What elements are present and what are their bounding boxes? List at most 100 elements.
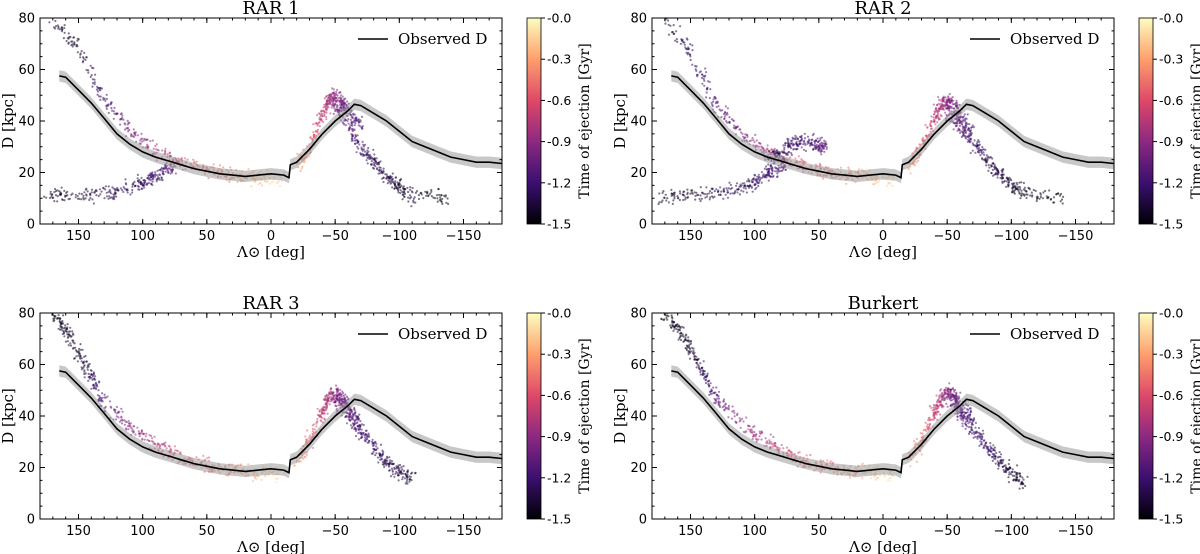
particle (114, 192, 117, 195)
particle (926, 423, 929, 426)
particle (353, 124, 356, 127)
particle (429, 192, 432, 195)
particle (112, 110, 115, 113)
particle (335, 384, 338, 387)
particle (410, 190, 413, 193)
particle (110, 406, 113, 409)
particle (129, 422, 132, 425)
particle (349, 424, 353, 427)
particle (759, 177, 762, 180)
particle (218, 164, 222, 167)
particle (367, 146, 370, 150)
particle (766, 148, 769, 151)
particle (861, 477, 864, 480)
particle (994, 167, 997, 170)
particle (318, 117, 321, 121)
particle (669, 324, 672, 327)
particle (140, 137, 143, 140)
particle (705, 71, 708, 74)
particle (736, 191, 739, 194)
particle (739, 128, 742, 131)
particle (82, 56, 85, 59)
particle (755, 139, 758, 142)
particle (358, 143, 361, 146)
particle (375, 442, 378, 445)
particle (717, 105, 720, 108)
particle (309, 136, 312, 139)
particle (385, 177, 388, 180)
particle (103, 197, 106, 200)
particle (362, 145, 365, 148)
particle (101, 400, 104, 403)
particle (69, 342, 72, 345)
particle (372, 447, 375, 450)
particle (341, 390, 344, 393)
particle (62, 314, 65, 317)
particle (206, 457, 209, 460)
particle (946, 104, 949, 107)
particle (322, 405, 325, 408)
particle (332, 112, 335, 115)
particle (105, 107, 108, 110)
particle (95, 383, 98, 386)
particle (922, 136, 925, 139)
particle (318, 125, 321, 128)
particle (336, 398, 339, 401)
particle (170, 171, 174, 174)
particle (402, 469, 405, 472)
particle (366, 151, 369, 154)
particle (949, 101, 952, 105)
y-tick-label: 40 (18, 115, 35, 130)
particle (75, 349, 78, 352)
particle (351, 127, 354, 130)
particle (326, 412, 329, 415)
particle (771, 443, 774, 446)
particle (944, 96, 947, 99)
particle (388, 180, 391, 183)
particle (663, 318, 666, 321)
particle (81, 348, 84, 351)
particle (113, 106, 116, 109)
particle (727, 187, 730, 190)
particle (747, 178, 750, 181)
particle (87, 71, 90, 74)
particle (207, 456, 211, 459)
particle (105, 195, 109, 198)
particle (727, 404, 731, 407)
particle (672, 199, 675, 202)
particle (54, 187, 57, 191)
particle (160, 443, 163, 446)
particle (69, 326, 72, 329)
particle (381, 463, 384, 466)
particle (1007, 179, 1011, 182)
particle (99, 193, 102, 196)
particle (126, 123, 129, 126)
particle (991, 157, 994, 160)
particle (687, 336, 690, 339)
particle (376, 456, 380, 459)
particle (60, 192, 63, 195)
particle (386, 182, 389, 185)
particle (324, 103, 327, 106)
particle (710, 388, 713, 391)
particle (111, 197, 114, 200)
particle (342, 401, 346, 404)
particle (823, 150, 826, 153)
particle (1052, 201, 1055, 204)
particle (670, 316, 674, 319)
particle (96, 394, 99, 397)
particle (87, 375, 90, 379)
particle (353, 119, 356, 122)
particle (887, 182, 890, 185)
particle (324, 394, 327, 397)
particle (783, 148, 786, 151)
particle (675, 30, 678, 33)
particle (955, 105, 958, 108)
particle (313, 428, 316, 431)
particle (332, 395, 335, 398)
particle (975, 142, 979, 145)
particle (800, 146, 803, 149)
particle (389, 461, 392, 464)
particle (959, 131, 962, 134)
